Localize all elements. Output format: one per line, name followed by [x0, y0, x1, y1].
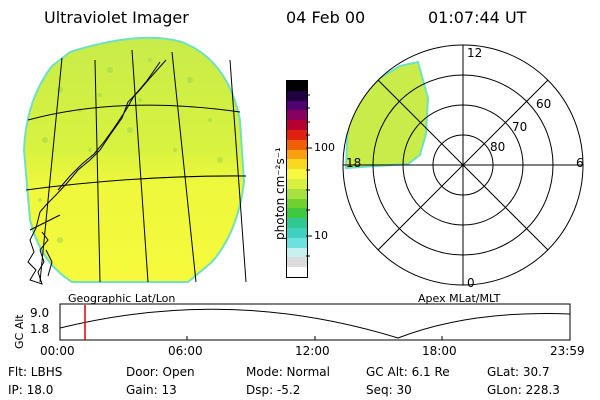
status-mode: Mode: Normal — [246, 365, 330, 379]
mlat-70: 70 — [512, 120, 528, 134]
status-dsp: Dsp: -5.2 — [246, 383, 301, 397]
status-door: Door: Open — [126, 365, 195, 379]
status-seq: Seq: 30 — [366, 383, 412, 397]
colorbar — [286, 80, 308, 278]
colorbar-segment — [287, 90, 307, 101]
colorbar-segment — [287, 120, 307, 131]
mlat-60: 60 — [536, 97, 552, 111]
colorbar-segment — [287, 110, 307, 121]
geo-disk — [22, 36, 246, 283]
colorbar-segment — [287, 179, 307, 189]
mlt-18: 18 — [346, 156, 362, 170]
orbit-xtick: 00:00 — [40, 344, 75, 358]
image-time: 01:07:44 UT — [428, 8, 527, 27]
mlt-12: 12 — [467, 46, 483, 60]
colorbar-segment — [287, 139, 307, 150]
colorbar-segment — [287, 81, 307, 91]
colorbar-segment — [287, 198, 307, 209]
status-ip: IP: 18.0 — [8, 383, 54, 397]
mlt-6: 6 — [576, 156, 584, 170]
status-glon: GLon: 228.3 — [487, 383, 560, 397]
colorbar-segment — [287, 257, 307, 268]
image-date: 04 Feb 00 — [286, 8, 366, 27]
orbit-ytick-min: 1.8 — [30, 322, 50, 336]
colorbar-segment — [287, 169, 307, 180]
colorbar-segment — [287, 100, 307, 111]
mlt-0: 0 — [467, 276, 475, 290]
orbit-xtick: 23:59 — [550, 344, 585, 358]
orbit-xtick: 06:00 — [168, 344, 203, 358]
orbit-ylabel: GC Alt — [13, 314, 26, 349]
colorbar-segment — [287, 267, 307, 277]
status-glat: GLat: 30.7 — [487, 365, 550, 379]
colorbar-segment — [287, 159, 307, 170]
colorbar-segment — [287, 188, 307, 199]
colorbar-segment — [287, 218, 307, 229]
instrument-title: Ultraviolet Imager — [44, 8, 189, 27]
colorbar-segment — [287, 208, 307, 219]
colorbar-segment — [287, 237, 307, 248]
colorbar-segment — [287, 149, 307, 160]
orbit-xtick: 12:00 — [295, 344, 330, 358]
colorbar-segment — [287, 228, 307, 238]
status-gc-alt: GC Alt: 6.1 Re — [366, 365, 450, 379]
colorbar-segment — [287, 247, 307, 258]
mlat-80: 80 — [490, 140, 506, 154]
colorbar-tick-100: 100 — [314, 141, 335, 154]
orbit-ytick-max: 9.0 — [30, 306, 50, 320]
status-gain: Gain: 13 — [126, 383, 177, 397]
colorbar-tick-10: 10 — [314, 229, 328, 242]
colorbar-segment — [287, 130, 307, 140]
apex-label: Apex MLat/MLT — [418, 292, 501, 305]
orbit-xtick: 18:00 — [422, 344, 457, 358]
status-filter: Flt: LBHS — [8, 365, 63, 379]
geo-label: Geographic Lat/Lon — [68, 292, 176, 305]
